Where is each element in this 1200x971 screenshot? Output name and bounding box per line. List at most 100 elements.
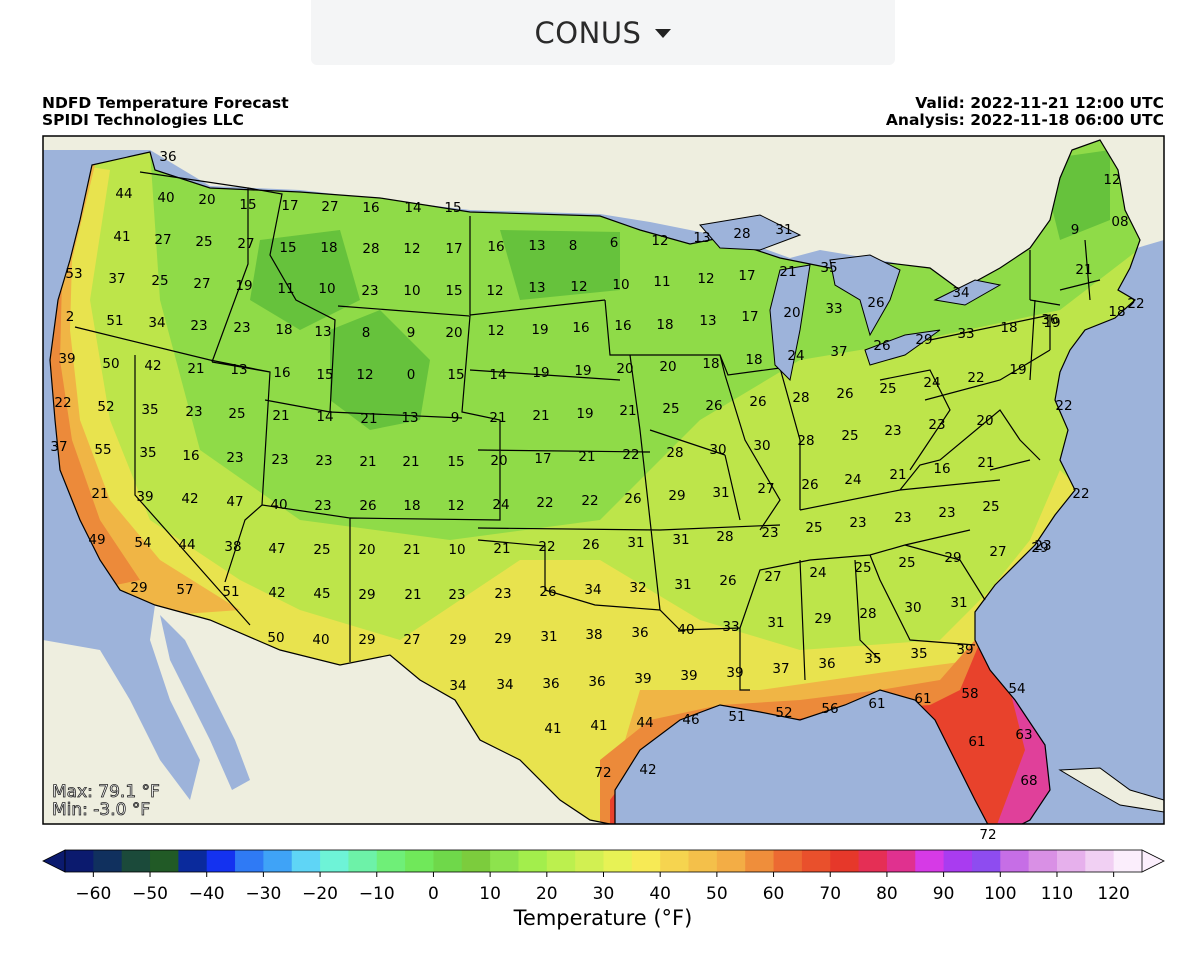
temperature-label: 39 [956,642,973,658]
temperature-label: 24 [809,565,826,581]
temperature-label: 25 [854,560,871,576]
colorbar-swatch [575,850,604,872]
temperature-label: 20 [358,542,375,558]
temperature-label: 20 [445,325,462,341]
temperature-label: 15 [445,283,462,299]
temperature-label: 10 [448,542,465,558]
colorbar-tick-label: −30 [245,884,281,904]
colorbar-swatch [716,850,746,872]
temperature-label: 40 [270,497,287,513]
temperature-label: 9 [1071,222,1080,238]
temperature-label: 31 [672,532,689,548]
colorbar-tick-label: −10 [359,884,395,904]
region-dropdown[interactable]: CONUS [311,0,895,65]
temperature-label: 26 [801,477,818,493]
temperature-label: 25 [805,520,822,536]
temperature-label: 23 [315,453,332,469]
temperature-label: 52 [775,705,792,721]
colorbar-tick-label: 10 [479,884,501,904]
temperature-label: 21 [532,408,549,424]
temperature-label: 23 [849,515,866,531]
map-frame [42,135,1165,825]
temperature-label: 35 [139,445,156,461]
temperature-label: 61 [868,696,885,712]
temperature-label: 31 [767,615,784,631]
temperature-label: 31 [627,535,644,551]
colorbar-tick-label: 20 [536,884,558,904]
temperature-label: 27 [154,232,171,248]
temperature-label: 23 [938,505,955,521]
state-borders [49,139,1141,824]
temperature-label: 19 [1009,362,1026,378]
temperature-label: 42 [181,491,198,507]
temperature-label: 16 [572,320,589,336]
temperature-label: 26 [705,398,722,414]
temperature-label: 12 [356,367,373,383]
colorbar-swatch [235,850,264,872]
temperature-label: 16 [273,365,290,381]
temperature-label: 11 [277,281,294,297]
temperature-label: 58 [961,686,978,702]
colorbar-title: Temperature (°F) [513,906,693,930]
temperature-label: 56 [821,701,838,717]
temperature-label: 19 [531,322,548,338]
temperature-label: 20 [976,413,993,429]
temperature-label: 38 [585,627,602,643]
temperature-label: 12 [651,233,668,249]
temperature-label: 22 [54,395,71,411]
temperature-label: 24 [923,375,940,391]
temperature-label: 15 [444,200,461,216]
temperature-label: 39 [136,489,153,505]
temperature-label: 51 [106,313,123,329]
temperature-label: 23 [226,450,243,466]
temperature-label: 37 [108,271,125,287]
temperature-label: 24 [787,348,804,364]
temperature-label: 29 [1031,540,1048,556]
temperature-label: 28 [859,606,876,622]
temperature-label: 17 [534,451,551,467]
temperature-label: 27 [764,569,781,585]
temperature-label: 19 [576,406,593,422]
temperature-label: 54 [1008,681,1025,697]
colorbar-swatch [603,850,633,872]
colorbar-swatch [801,850,831,872]
colorbar-swatch [150,850,179,872]
temperature-label: 17 [741,309,758,325]
temperature-label: 08 [1111,214,1128,230]
temperature-label: 63 [1015,727,1032,743]
temperature-label: 18 [275,322,292,338]
temperature-label: 14 [489,367,506,383]
temperature-label: 23 [894,510,911,526]
temperature-label: 23 [314,498,331,514]
temperature-label: 21 [578,449,595,465]
temperature-label: 30 [904,600,921,616]
temperature-label: 33 [722,619,739,635]
temperature-label: 19 [235,278,252,294]
temperature-label: 21 [359,454,376,470]
temperature-label: 12 [487,323,504,339]
region-dropdown-label: CONUS [534,15,642,50]
temperature-label: 21 [619,403,636,419]
colorbar-swatch [660,850,690,872]
temperature-label: 12 [486,283,503,299]
temperature-label: 16 [362,200,379,216]
temperature-label: 21 [1075,262,1092,278]
colorbar-max-arrow [1141,849,1165,873]
colorbar-swatch [971,850,1001,872]
temperature-label: 27 [403,632,420,648]
colorbar-tick-label: 120 [1097,884,1129,904]
temperature-label: 16 [933,461,950,477]
temperature-label: 27 [321,199,338,215]
temperature-label: 25 [228,406,245,422]
temperature-label: 11 [653,274,670,290]
temperature-label: 40 [677,622,694,638]
temperature-label: 12 [570,279,587,295]
colorbar-swatch [65,850,94,872]
temperature-label: 61 [968,734,985,750]
temperature-label: 47 [268,541,285,557]
temperature-label: 33 [825,301,842,317]
temperature-label: 57 [176,582,193,598]
temperature-label: 29 [358,587,375,603]
temperature-label: 21 [360,411,377,427]
temperature-label: 12 [447,498,464,514]
